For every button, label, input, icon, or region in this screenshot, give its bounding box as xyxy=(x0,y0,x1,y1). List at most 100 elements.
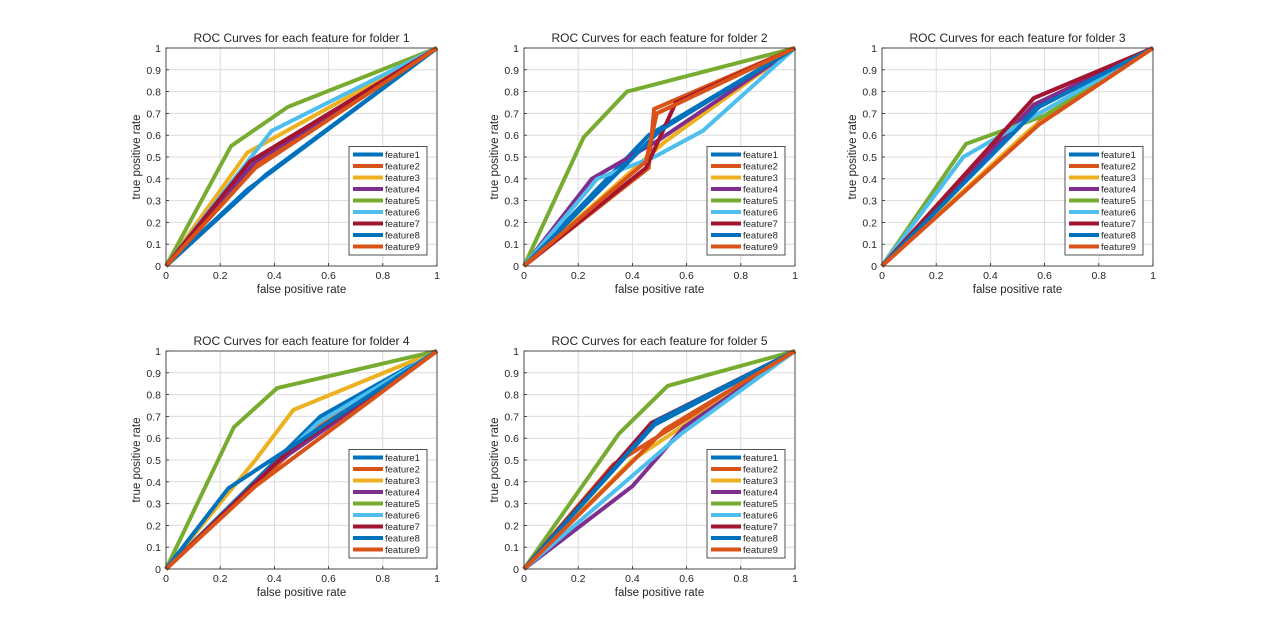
series-line-feature5 xyxy=(522,349,796,571)
legend-label-feature5: feature5 xyxy=(743,499,778,510)
series-group xyxy=(880,46,1155,268)
y-tick-label: 0.6 xyxy=(504,130,519,142)
series-line-feature9 xyxy=(164,349,439,571)
legend-label-feature7: feature7 xyxy=(1101,219,1136,230)
y-tick-label: 0.3 xyxy=(504,499,519,511)
legend-label-feature5: feature5 xyxy=(385,196,420,207)
x-tick-label: 0.2 xyxy=(213,270,228,282)
x-tick-label: 1 xyxy=(434,573,440,585)
legend-label-feature5: feature5 xyxy=(385,499,420,510)
legend: feature1feature2feature3feature4feature5… xyxy=(1064,146,1144,256)
series-line-feature8 xyxy=(522,46,797,268)
y-tick-label: 0 xyxy=(155,261,161,273)
y-tick-label: 0.3 xyxy=(862,196,877,208)
series-line-feature8 xyxy=(164,349,439,571)
legend-label-feature4: feature4 xyxy=(743,185,778,196)
y-tick-label: 0.3 xyxy=(146,196,161,208)
x-tick-label: 1 xyxy=(1150,270,1156,282)
legend-label-feature8: feature8 xyxy=(743,231,778,242)
chart-title: ROC Curves for each feature for folder 2 xyxy=(551,31,767,45)
y-tick-label: 0 xyxy=(513,564,519,576)
y-tick-label: 0.2 xyxy=(862,217,877,229)
y-axis-label: true positive rate xyxy=(131,417,143,502)
legend-label-feature8: feature8 xyxy=(385,231,420,242)
series-line-feature5 xyxy=(164,349,438,570)
y-tick-label: 0.1 xyxy=(862,239,877,251)
legend-label-feature4: feature4 xyxy=(743,488,778,499)
chart-title: ROC Curves for each feature for folder 4 xyxy=(193,334,409,348)
legend-label-feature9: feature9 xyxy=(743,242,778,253)
chart-title: ROC Curves for each feature for folder 5 xyxy=(551,334,767,348)
y-tick-label: 0.6 xyxy=(862,130,877,142)
x-tick-label: 0.8 xyxy=(733,573,748,585)
legend-label-feature2: feature2 xyxy=(743,465,778,476)
y-tick-label: 0.7 xyxy=(146,411,161,423)
legend-label-feature8: feature8 xyxy=(385,534,420,545)
chart-title: ROC Curves for each feature for folder 3 xyxy=(909,31,1125,45)
x-tick-label: 0 xyxy=(521,573,527,585)
x-tick-label: 0.4 xyxy=(267,270,282,282)
y-tick-label: 0.4 xyxy=(146,174,161,186)
y-tick-label: 0.4 xyxy=(146,477,161,489)
legend: feature1feature2feature3feature4feature5… xyxy=(348,449,428,559)
y-tick-label: 0.2 xyxy=(146,217,161,229)
x-tick-label: 1 xyxy=(434,270,440,282)
legend-label-feature1: feature1 xyxy=(385,453,420,464)
y-tick-label: 0.5 xyxy=(146,455,161,467)
y-tick-label: 0.7 xyxy=(504,411,519,423)
y-tick-label: 0.9 xyxy=(862,65,877,77)
x-tick-label: 0.6 xyxy=(679,270,694,282)
x-tick-label: 0.2 xyxy=(213,573,228,585)
series-line-feature9 xyxy=(522,349,797,571)
x-tick-label: 0.2 xyxy=(571,270,586,282)
y-tick-label: 0.4 xyxy=(504,477,519,489)
x-tick-label: 0.2 xyxy=(571,573,586,585)
y-tick-label: 0.8 xyxy=(504,390,519,402)
legend-label-feature1: feature1 xyxy=(743,150,778,161)
legend-label-feature2: feature2 xyxy=(385,465,420,476)
y-tick-label: 0.4 xyxy=(862,174,877,186)
x-axis-label: false positive rate xyxy=(615,587,705,599)
x-tick-label: 0.8 xyxy=(733,270,748,282)
y-tick-label: 1 xyxy=(513,346,519,358)
series-line-feature5 xyxy=(522,46,796,267)
legend-label-feature3: feature3 xyxy=(1101,173,1136,184)
legend-label-feature5: feature5 xyxy=(1101,196,1136,207)
y-axis-label: true positive rate xyxy=(489,114,501,199)
y-tick-label: 0.1 xyxy=(146,542,161,554)
y-tick-label: 0.8 xyxy=(146,87,161,99)
series-line-feature9 xyxy=(522,46,796,268)
y-tick-label: 0.8 xyxy=(862,87,877,99)
x-tick-label: 0.4 xyxy=(625,573,640,585)
legend-label-feature1: feature1 xyxy=(385,150,420,161)
chart-title: ROC Curves for each feature for folder 1 xyxy=(193,31,409,45)
legend-label-feature3: feature3 xyxy=(385,173,420,184)
x-tick-label: 0.8 xyxy=(375,270,390,282)
x-axis-label: false positive rate xyxy=(973,284,1063,296)
x-tick-label: 0.4 xyxy=(625,270,640,282)
y-tick-label: 0.2 xyxy=(146,520,161,532)
x-tick-label: 1 xyxy=(792,270,798,282)
legend-label-feature4: feature4 xyxy=(385,488,420,499)
y-tick-label: 1 xyxy=(155,346,161,358)
y-tick-label: 0.6 xyxy=(504,433,519,445)
legend-label-feature9: feature9 xyxy=(1101,242,1136,253)
subplot-1: 0 0.2 0.4 0.6 0.8 1 0 0.1 0.2 0.3 0.4 0.5 0.6 0.7 0.8 0… xyxy=(131,31,440,296)
legend-label-feature5: feature5 xyxy=(743,196,778,207)
y-tick-label: 0.8 xyxy=(504,87,519,99)
x-tick-label: 0.4 xyxy=(267,573,282,585)
legend-label-feature9: feature9 xyxy=(385,545,420,556)
legend-label-feature7: feature7 xyxy=(743,219,778,230)
y-tick-label: 0.6 xyxy=(146,130,161,142)
legend-label-feature6: feature6 xyxy=(743,208,778,219)
y-tick-label: 0 xyxy=(871,261,877,273)
y-tick-label: 0.5 xyxy=(862,152,877,164)
legend-label-feature3: feature3 xyxy=(743,173,778,184)
legend-label-feature2: feature2 xyxy=(1101,162,1136,173)
x-tick-label: 0.6 xyxy=(679,573,694,585)
y-tick-label: 0.7 xyxy=(146,108,161,120)
y-tick-label: 0 xyxy=(155,564,161,576)
series-line-feature9 xyxy=(880,46,1155,268)
series-line-feature7 xyxy=(164,46,439,268)
y-tick-label: 0.7 xyxy=(504,108,519,120)
